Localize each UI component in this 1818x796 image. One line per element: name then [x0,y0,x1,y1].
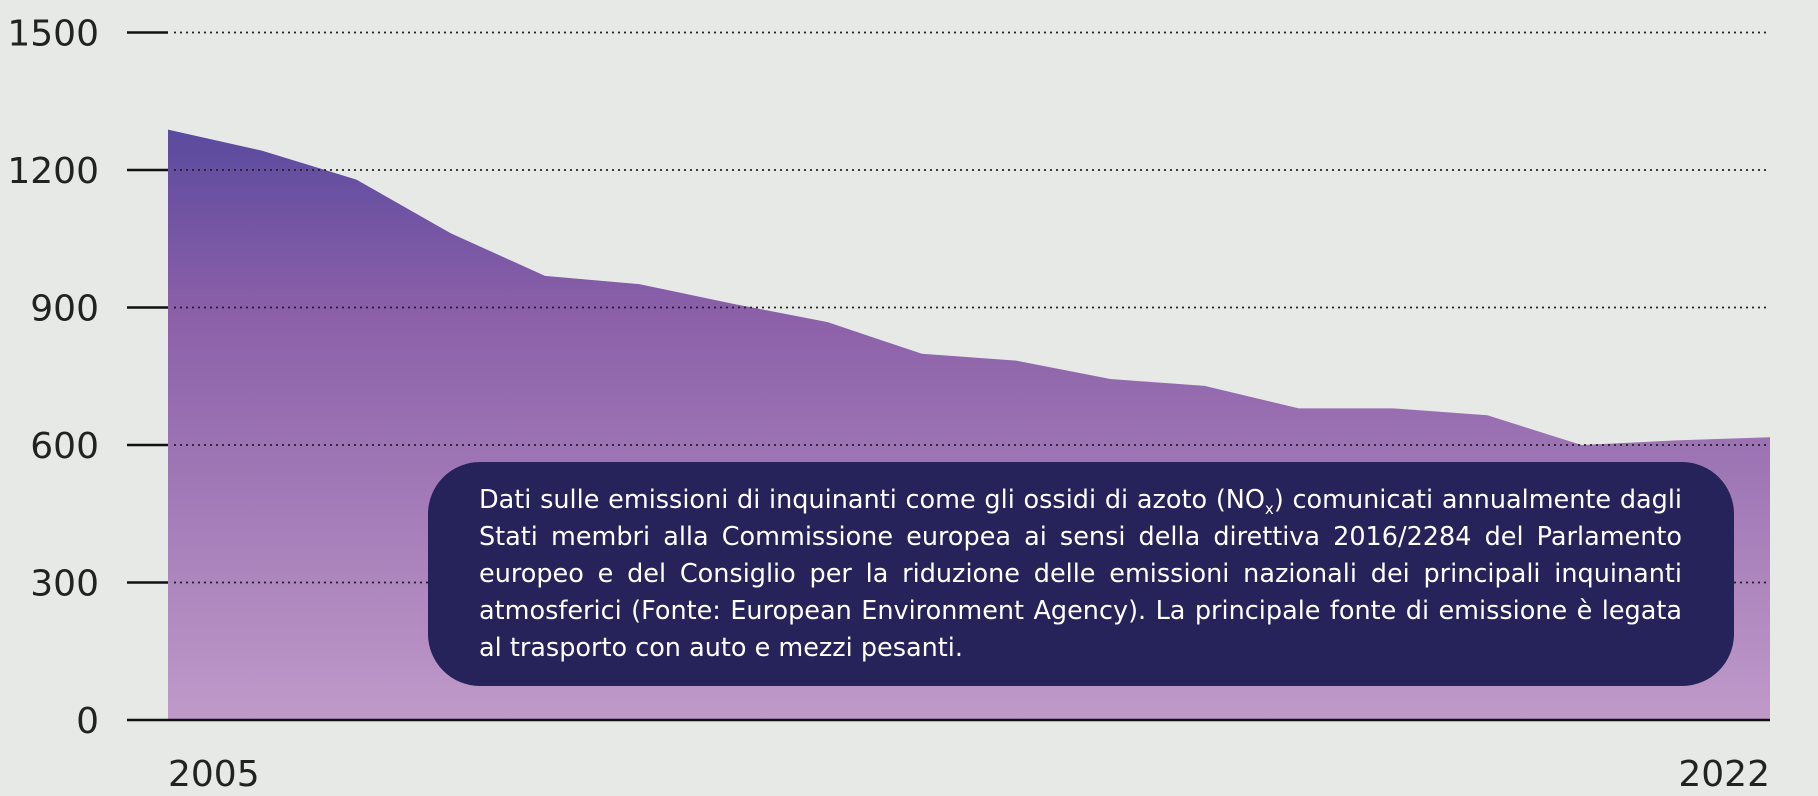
y-tick-label: 1500 [7,14,99,55]
x-tick-label: 2022 [1678,754,1770,795]
x-tick-label: 2005 [168,754,260,795]
annotation-text: ) comunicati annualmente dagli Stati mem… [479,485,1682,663]
annotation-text: Dati sulle emissioni di inquinanti come … [479,485,1265,515]
annotation: Dati sulle emissioni di inquinanti come … [428,462,1734,686]
annotation-subscript: x [1264,500,1274,519]
y-tick-label: 600 [30,426,99,467]
y-tick-label: 300 [30,564,99,605]
y-tick-label: 1200 [7,151,99,192]
y-tick-label: 0 [76,701,99,742]
y-tick-label: 900 [30,289,99,330]
